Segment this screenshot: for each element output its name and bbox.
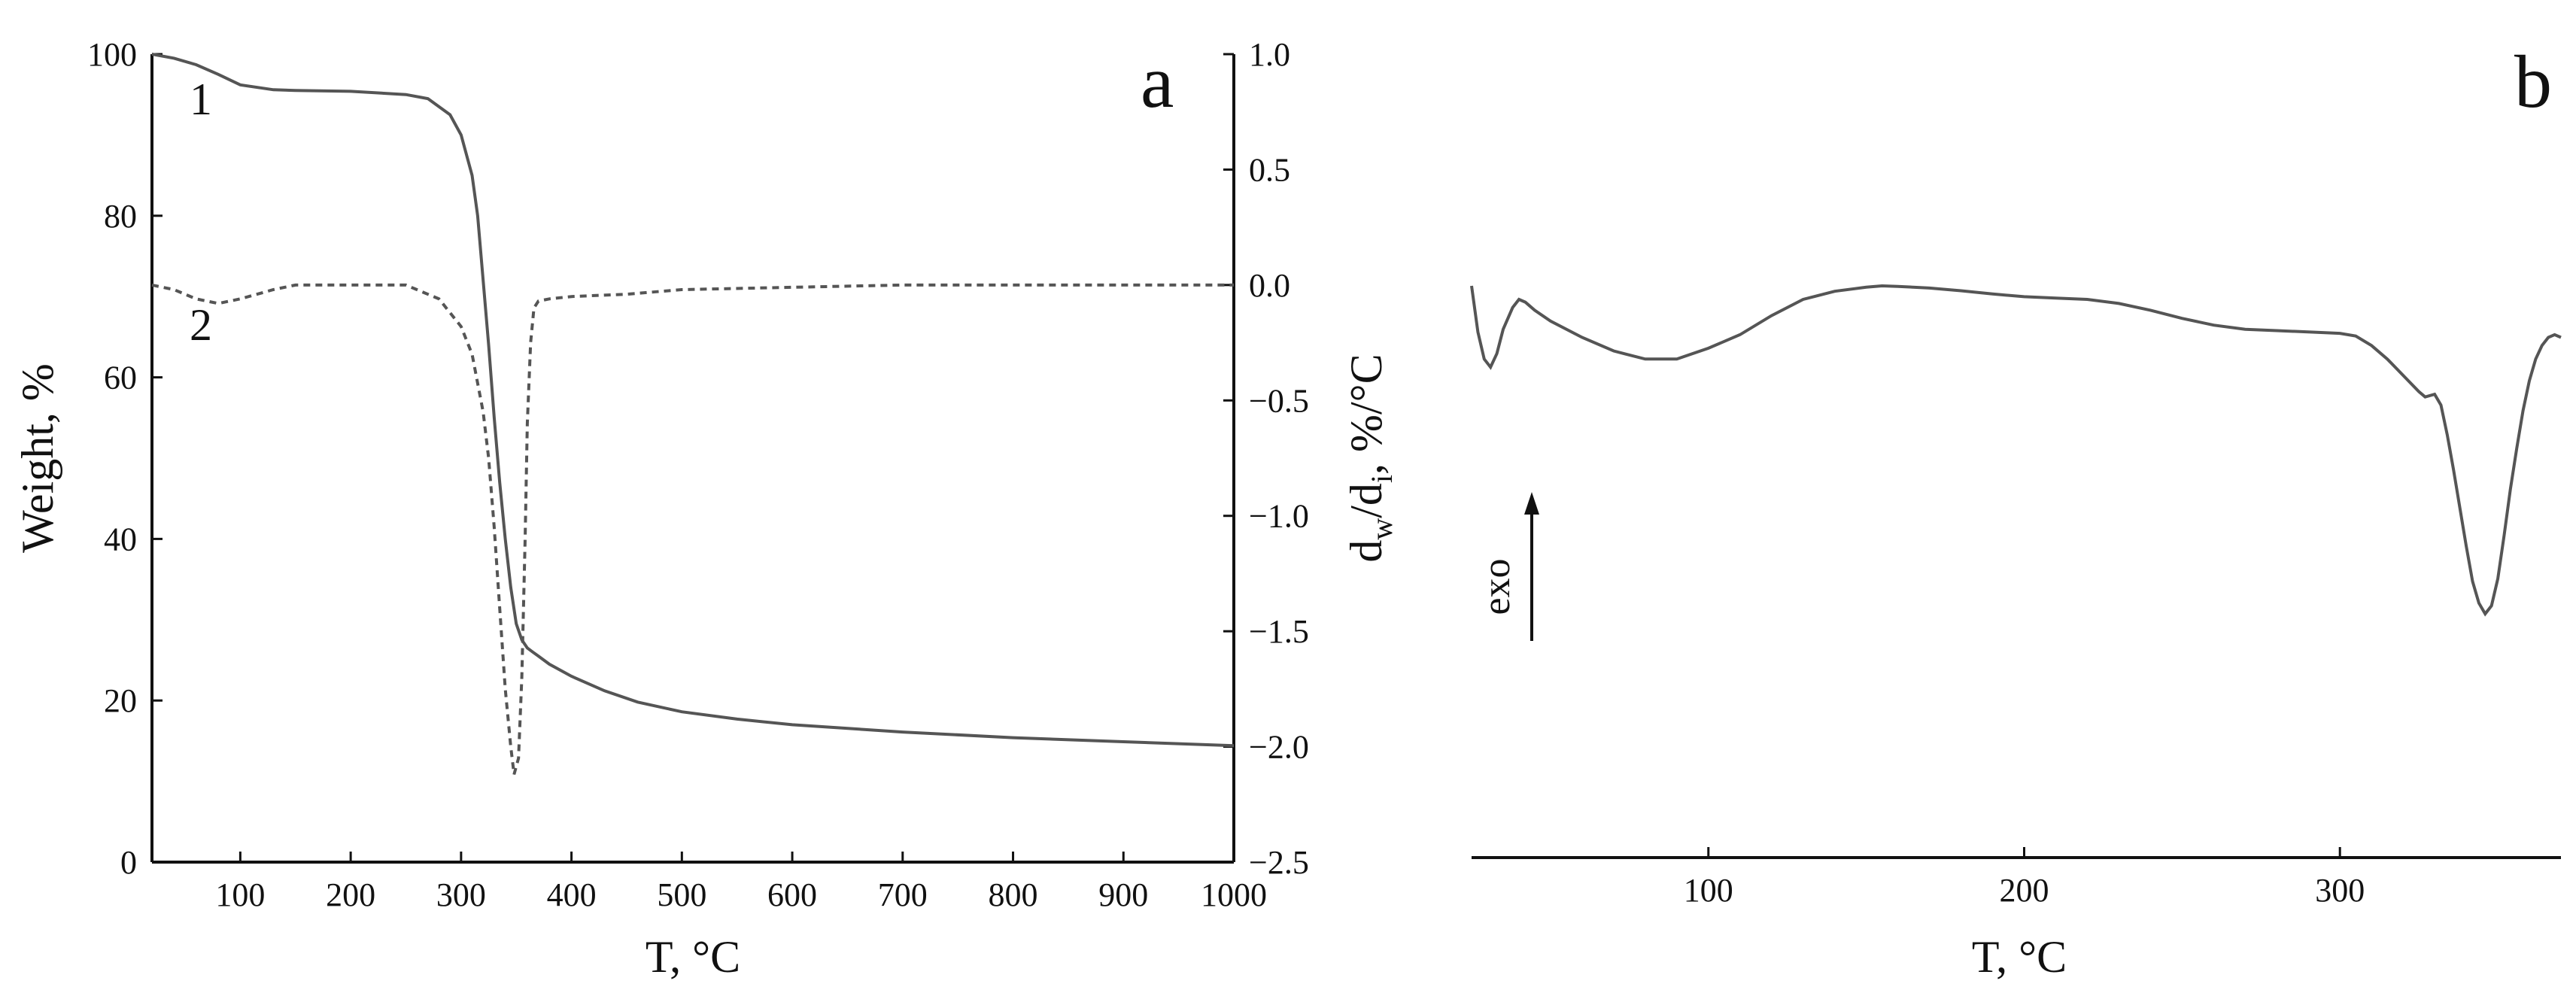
y-right-tick-label: 0.5 bbox=[1249, 151, 1290, 188]
curve-label-2: 2 bbox=[190, 300, 212, 350]
x-tick-label-b: 100 bbox=[1684, 872, 1733, 909]
y-right-tick-label: −1.0 bbox=[1249, 498, 1309, 535]
plot-a-axes bbox=[150, 54, 1235, 864]
y-left-tick-label: 80 bbox=[104, 198, 137, 235]
x-tick-label-b: 300 bbox=[2315, 872, 2365, 909]
x-tick-label-a: 300 bbox=[436, 876, 486, 913]
dsc-curve-line bbox=[1470, 284, 2562, 617]
y-left-tick-label: 40 bbox=[104, 521, 137, 557]
y-left-ticks: 0 20 40 60 80 100 bbox=[87, 36, 163, 881]
y-right-tick-label: −0.5 bbox=[1249, 382, 1309, 419]
y-left-tick-label: 20 bbox=[104, 682, 137, 719]
y-right-title-sub-i: i bbox=[1365, 475, 1399, 483]
x-tick-label-a: 700 bbox=[878, 876, 928, 913]
y-left-tick-label: 0 bbox=[120, 844, 137, 881]
y-right-tick-label: 0.0 bbox=[1249, 267, 1290, 304]
y-right-tick-label: −2.5 bbox=[1249, 844, 1309, 881]
panel-b: 100 200 300 b T, °C exo bbox=[1470, 40, 2562, 982]
series-group-a bbox=[151, 53, 1235, 775]
x-tick-label-a: 200 bbox=[326, 876, 375, 913]
series-group-b bbox=[1470, 284, 2562, 617]
y-left-tick-label: 100 bbox=[87, 36, 137, 73]
panel-a: 100 200 300 400 500 600 700 800 900 1000 0 20 40 60 8… bbox=[13, 36, 1399, 982]
y-right-title-unit: , %/°C bbox=[1341, 354, 1391, 475]
panel-letter-a: a bbox=[1141, 40, 1174, 123]
x-tick-label-a: 900 bbox=[1098, 876, 1148, 913]
x-tick-label-a: 1000 bbox=[1201, 876, 1267, 913]
x-axis-title-a: T, °C bbox=[646, 932, 740, 982]
y-right-tick-label: 1.0 bbox=[1249, 36, 1290, 73]
y-right-tick-label: −1.5 bbox=[1249, 613, 1309, 650]
series-2-dtg-line bbox=[151, 283, 1234, 775]
x-tick-label-b: 200 bbox=[1999, 872, 2049, 909]
y-right-title-d: d bbox=[1341, 540, 1391, 563]
x-tick-label-a: 100 bbox=[215, 876, 265, 913]
curve-label-1: 1 bbox=[190, 74, 212, 124]
y-right-axis-title: dw/di, %/°C bbox=[1341, 354, 1399, 562]
exo-label: exo bbox=[1475, 558, 1518, 615]
y-right-title-sub-w: w bbox=[1365, 518, 1399, 540]
x-ticks-a: 100 200 300 400 500 600 700 800 900 1000 bbox=[215, 852, 1267, 913]
x-tick-label-a: 600 bbox=[767, 876, 817, 913]
panel-letter-b: b bbox=[2514, 40, 2552, 123]
x-ticks-b: 100 200 300 bbox=[1684, 847, 2365, 909]
x-tick-label-a: 500 bbox=[657, 876, 706, 913]
exo-arrow bbox=[1524, 492, 1539, 641]
y-left-tick-label: 60 bbox=[104, 360, 137, 396]
y-right-tick-label: −2.0 bbox=[1249, 729, 1309, 766]
y-left-axis-title: Weight, % bbox=[13, 363, 62, 553]
y-right-ticks: 1.0 0.5 0.0 −0.5 −1.0 −1.5 −2.0 −2.5 bbox=[1223, 36, 1309, 881]
series-1-tg-line bbox=[151, 53, 1235, 748]
x-tick-label-a: 400 bbox=[547, 876, 597, 913]
x-tick-label-a: 800 bbox=[989, 876, 1038, 913]
y-right-title-slash-d: /d bbox=[1341, 483, 1391, 518]
x-axis-title-b: T, °C bbox=[1972, 932, 2067, 982]
exo-arrow-head bbox=[1524, 492, 1539, 515]
